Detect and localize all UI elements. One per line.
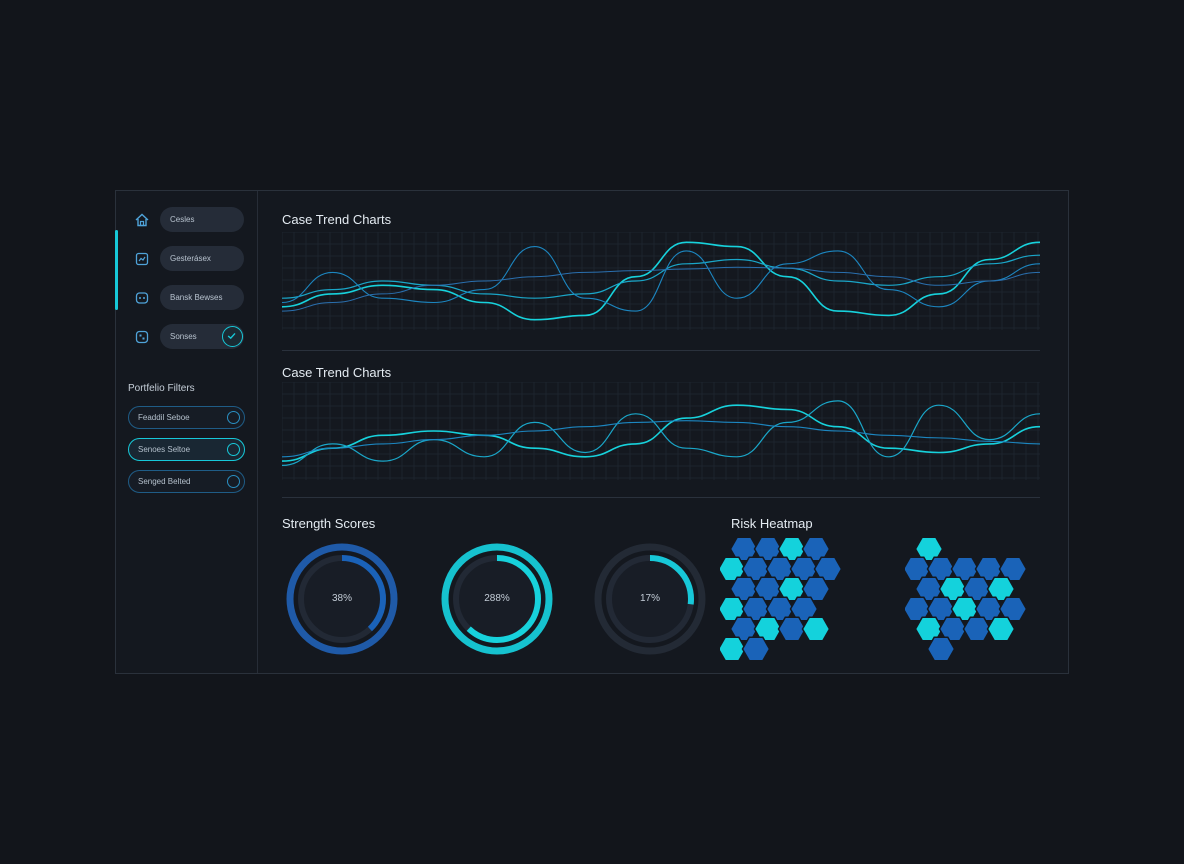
gauge-value: 38% [331,593,352,604]
filter-chip[interactable]: Senged Belted [128,470,245,493]
filter-label: Feaddil Seboe [138,413,190,422]
score-gauge: 288% [440,542,554,656]
score-gauge: 17% [593,542,707,656]
series-line [282,266,1040,312]
series-line [282,254,1040,299]
divider [282,350,1040,351]
heatmap-cell [777,616,807,642]
filter-label: Senoes Seltoe [138,445,191,454]
home-icon [135,213,149,227]
nav-label: Gesterásex [160,246,244,271]
filter-check-icon [227,475,240,488]
heatmap-cell [962,616,992,642]
series-line [282,241,1040,321]
heatmap-cell [801,616,831,642]
heatmap-cell [753,616,783,642]
sidebar: Cesles Gesterásex Bansk Bewses Sons [115,191,258,673]
gauge-progress [453,555,541,643]
gauge-ring [286,543,398,655]
series-line [282,420,1040,458]
chart-box-icon [135,252,149,266]
gauge-track [594,543,706,655]
chart-title: Case Trend Charts [282,212,392,227]
filters-title: Portfelio Filters [128,383,195,394]
nav-item-gesterasex[interactable]: Gesterásex [116,246,258,272]
heatmap-cell [720,636,747,662]
heatmap-cell [741,636,771,662]
nav-label: Cesles [160,207,244,232]
divider [282,497,1040,498]
heatmap-title: Risk Heatmap [731,516,813,531]
gauge-value: 17% [639,593,660,604]
main-content: Case Trend Charts Case Trend Charts Stre… [259,191,1068,673]
gauge-progress [606,555,694,643]
active-indicator [115,230,118,310]
score-gauge: 38% [285,542,399,656]
nav-item-bansk-bewses[interactable]: Bansk Bewses [116,285,258,311]
scores-title: Strength Scores [282,516,376,531]
risk-heatmap-left [720,536,843,662]
trend-chart-2 [282,382,1040,480]
gauge-track [286,543,398,655]
trend-chart-1 [282,232,1040,330]
nav-item-cesles[interactable]: Cesles [116,207,258,233]
gauge-progress [298,555,386,643]
gauge-track [441,543,553,655]
heatmap-cell [938,616,968,642]
risk-heatmap-right [905,536,1028,662]
grid-icon [135,330,149,344]
heatmap-cell [998,596,1028,622]
series-line [282,246,1040,312]
heatmap-cell [801,576,831,602]
heatmap-cell [986,616,1016,642]
nav-label: Bansk Bewses [160,285,244,310]
gauge-ring [594,543,706,655]
dashboard-window: Cesles Gesterásex Bansk Bewses Sons [115,190,1069,674]
filter-check-icon [227,411,240,424]
checkmark-icon [227,332,236,340]
heatmap-cell [926,636,956,662]
filter-label: Senged Belted [138,477,191,486]
series-line [282,400,1040,466]
gauge-value: 288% [484,593,510,604]
gauge-ring [441,543,553,655]
heatmap-cell [998,556,1028,582]
filter-check-icon [227,443,240,456]
filter-chip-active[interactable]: Senoes Seltoe [128,438,245,461]
series-line [282,404,1040,462]
nav-item-sonses[interactable]: Sonses [116,324,258,350]
shield-icon [135,292,149,304]
filter-chip[interactable]: Feaddil Seboe [128,406,245,429]
chart-title: Case Trend Charts [282,365,392,380]
heatmap-cell [813,556,843,582]
check-toggle[interactable] [222,326,243,347]
